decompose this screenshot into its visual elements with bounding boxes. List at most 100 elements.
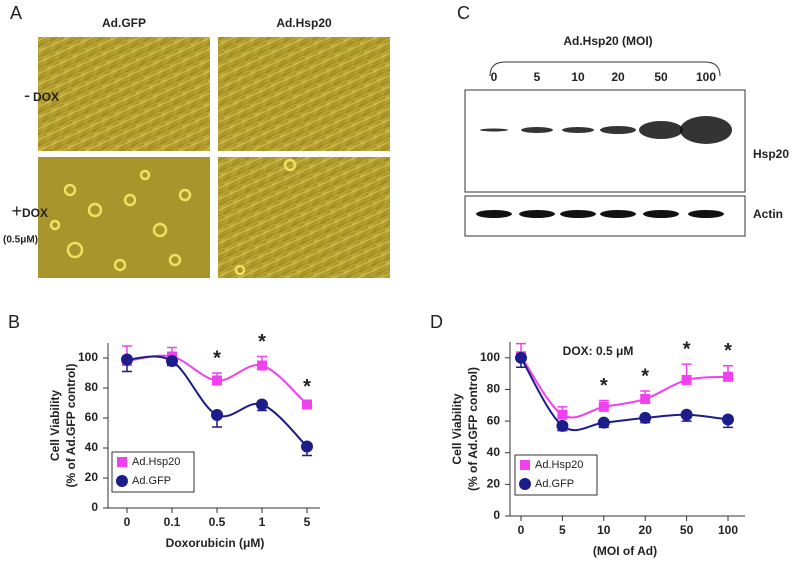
band	[600, 210, 636, 218]
y-axis-label: (% of Ad.GFP control)	[64, 364, 78, 488]
y-tick-label: 80	[487, 382, 501, 396]
row-sign: +	[11, 201, 22, 221]
lane-label: 0	[491, 70, 498, 84]
panel-label: B	[8, 312, 20, 332]
y-tick-label: 40	[487, 445, 501, 459]
micrograph	[38, 37, 210, 151]
x-tick-label: 5	[559, 523, 566, 537]
significance: *	[303, 376, 311, 398]
bracket	[489, 61, 721, 77]
marker	[640, 393, 651, 404]
blot-label: Actin	[753, 207, 783, 221]
marker	[257, 360, 267, 371]
marker	[723, 371, 733, 382]
y-tick-label: 0	[493, 508, 500, 522]
legend	[514, 454, 598, 496]
legend-label: Ad.GFP	[132, 475, 171, 487]
blot-title: Ad.Hsp20 (MOI)	[563, 34, 652, 48]
significance: *	[600, 375, 608, 397]
x-tick-label: 10	[597, 523, 611, 537]
x-tick-label: 1	[259, 515, 266, 529]
lane-label: 100	[696, 70, 716, 84]
marker	[557, 409, 568, 420]
significance: *	[213, 347, 221, 369]
lane-label: 5	[534, 70, 541, 84]
blot-label: Hsp20	[753, 147, 789, 161]
x-tick-label: 5	[304, 515, 311, 529]
micrograph	[218, 37, 390, 151]
x-tick-label: 100	[718, 523, 738, 537]
marker	[681, 374, 692, 385]
marker	[121, 353, 133, 366]
x-tick-label: 0.5	[209, 515, 226, 529]
column-label: Ad.Hsp20	[276, 16, 332, 30]
marker	[680, 408, 693, 421]
y-axis-label: (% of Ad.GFP control)	[466, 367, 480, 491]
marker	[598, 401, 609, 412]
band	[562, 127, 594, 133]
series-line	[520, 357, 729, 432]
band	[688, 210, 724, 218]
legend-label: Ad.Hsp20	[535, 459, 583, 471]
legend-marker	[116, 475, 128, 487]
x-tick-label: 0	[518, 523, 525, 537]
x-axis-label: Doxorubicin (μM)	[166, 536, 265, 550]
band	[680, 116, 732, 144]
series-line	[126, 355, 308, 448]
x-tick-label: 0.1	[164, 515, 181, 529]
x-tick-label: 20	[639, 523, 653, 537]
marker	[302, 399, 312, 410]
marker	[256, 398, 268, 411]
marker	[212, 375, 222, 386]
column-label: Ad.GFP	[102, 16, 146, 30]
band	[639, 121, 683, 139]
y-tick-label: 100	[480, 350, 500, 364]
band	[480, 128, 508, 132]
micrograph	[38, 157, 210, 278]
marker	[515, 351, 527, 364]
significance: *	[258, 331, 266, 353]
y-axis-label: Cell Viability	[48, 390, 62, 461]
row-sign: -	[24, 85, 30, 105]
cell-rounds	[49, 158, 297, 276]
marker	[166, 355, 178, 367]
legend	[111, 451, 195, 493]
band	[519, 210, 555, 218]
panel-label: A	[10, 3, 22, 23]
band	[521, 127, 553, 133]
lane-label: 20	[611, 70, 625, 84]
y-tick-label: 60	[85, 410, 99, 424]
panel-label: D	[430, 312, 443, 332]
significance: *	[641, 365, 649, 387]
marker	[211, 409, 223, 421]
y-tick-label: 100	[78, 350, 98, 364]
lane-label: 50	[654, 70, 668, 84]
x-tick-label: 0	[124, 515, 131, 529]
band	[560, 210, 596, 218]
y-tick-label: 20	[85, 470, 99, 484]
y-tick-label: 20	[487, 477, 501, 491]
marker	[556, 419, 569, 432]
legend-marker	[519, 478, 531, 490]
y-tick-label: 40	[85, 440, 99, 454]
x-axis-label: (MOI of Ad)	[593, 544, 657, 558]
row-label: DOX	[33, 90, 59, 104]
marker	[639, 411, 652, 424]
legend-marker	[117, 457, 127, 467]
significance: *	[724, 340, 732, 362]
band	[643, 210, 679, 218]
marker	[597, 416, 610, 429]
legend-label: Ad.GFP	[535, 478, 574, 490]
y-tick-label: 0	[91, 500, 98, 514]
micrograph	[218, 157, 390, 278]
panel-label: C	[457, 3, 470, 23]
row-sublabel: (0.5μM)	[3, 235, 38, 246]
significance: *	[683, 338, 691, 360]
lane-label: 10	[571, 70, 585, 84]
marker	[722, 413, 734, 426]
marker	[301, 440, 313, 453]
row-label: DOX	[22, 206, 48, 220]
legend-marker	[520, 460, 530, 470]
band	[600, 126, 636, 134]
